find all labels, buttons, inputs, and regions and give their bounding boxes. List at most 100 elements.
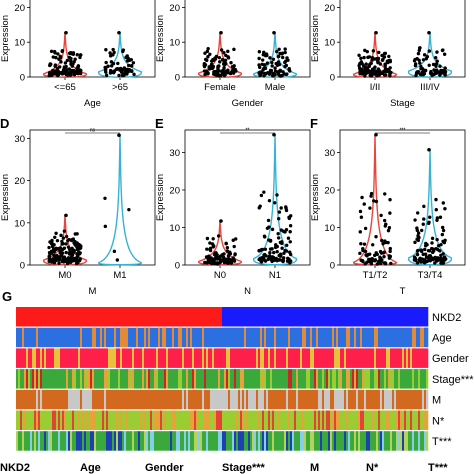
data-point [66,239,70,243]
heatmap-cell [184,410,187,430]
data-point [72,60,76,64]
heatmap-cell [370,348,373,368]
heatmap-cell [302,327,305,348]
heatmap-cell [356,431,359,451]
data-point [53,235,57,239]
heatmap-cell [422,348,425,368]
heatmap-row-0: NKD2 [16,307,461,327]
data-point [123,69,127,73]
data-point [275,193,279,197]
data-point [218,74,223,78]
data-point [205,247,209,251]
heatmap-cell [52,348,55,368]
heatmap-cell [230,327,233,348]
heatmap-cell [406,431,409,451]
heatmap-cell [162,307,165,327]
heatmap-cell [144,410,147,430]
heatmap-cell [154,327,157,348]
heatmap-cell [180,389,183,410]
heatmap-cell [98,348,101,368]
heatmap-cell [46,431,49,451]
heatmap-cell [100,307,103,327]
heatmap-cell [208,307,211,327]
data-point [73,257,77,261]
heatmap-cell [102,307,105,327]
heatmap-cell [292,410,295,430]
heatmap-cell [142,348,145,368]
heatmap-cell [200,369,203,389]
heatmap-cell [312,327,315,348]
heatmap-cell [222,307,225,327]
heatmap-cell [422,327,425,348]
heatmap-cell [48,431,51,451]
heatmap-cell [278,348,281,368]
data-point [412,258,417,262]
data-point [280,241,284,246]
heatmap-cell [270,348,273,368]
data-point [231,66,235,70]
heatmap-cell [116,369,119,389]
data-point [363,48,367,53]
data-point [277,62,282,67]
heatmap-cell [362,348,365,368]
heatmap-cell [184,389,187,410]
heatmap-cell [318,369,321,389]
data-point [266,218,271,223]
heatmap-cell [220,369,223,389]
heatmap-cell [286,389,289,410]
heatmap-cell [50,307,53,327]
heatmap-cell [402,389,405,410]
heatmap-cell [194,410,197,430]
heatmap-cell [120,348,123,368]
heatmap-cell [104,389,107,410]
data-point [434,208,438,212]
heatmap-cell [352,369,355,389]
heatmap-cell [114,431,117,451]
data-point [226,68,230,72]
y-tick-label: 0 [175,261,180,272]
heatmap-cell [112,327,115,348]
heatmap-cell [362,369,365,389]
heatmap-cell [266,410,269,430]
heatmap-cell [376,327,379,348]
data-point [421,222,425,226]
heatmap-cell [262,389,265,410]
heatmap-row-label: N* [432,415,445,427]
heatmap-cell [138,410,141,430]
heatmap-cell [212,348,215,368]
data-point [363,226,368,231]
heatmap-cell [358,307,361,327]
data-point [424,259,428,264]
heatmap-cell [36,431,39,451]
heatmap-cell [200,410,203,430]
heatmap-cell [344,431,347,451]
data-point [60,49,64,54]
heatmap-cell [384,348,387,368]
heatmap-cell [246,410,249,430]
heatmap-cell [350,348,353,368]
heatmap-cell [34,348,37,368]
heatmap-cell [80,348,83,368]
data-point [51,55,55,59]
heatmap-cell [208,348,211,368]
data-point [358,209,363,214]
heatmap-cell [312,348,315,368]
data-point [283,59,288,63]
data-point [369,262,374,266]
heatmap-cell [114,348,117,368]
heatmap-cell [348,348,351,368]
heatmap-cell [32,389,35,410]
heatmap-cell [354,410,357,430]
heatmap-cell [110,410,113,430]
heatmap-cell [64,348,67,368]
heatmap-cell [214,410,217,430]
heatmap-cell [82,348,85,368]
heatmap-cell [356,307,359,327]
data-point [368,206,372,210]
heatmap-cell [400,369,403,389]
heatmap-cell [130,431,133,451]
data-point [64,64,68,69]
heatmap-cell [332,307,335,327]
heatmap-cell [136,369,139,389]
